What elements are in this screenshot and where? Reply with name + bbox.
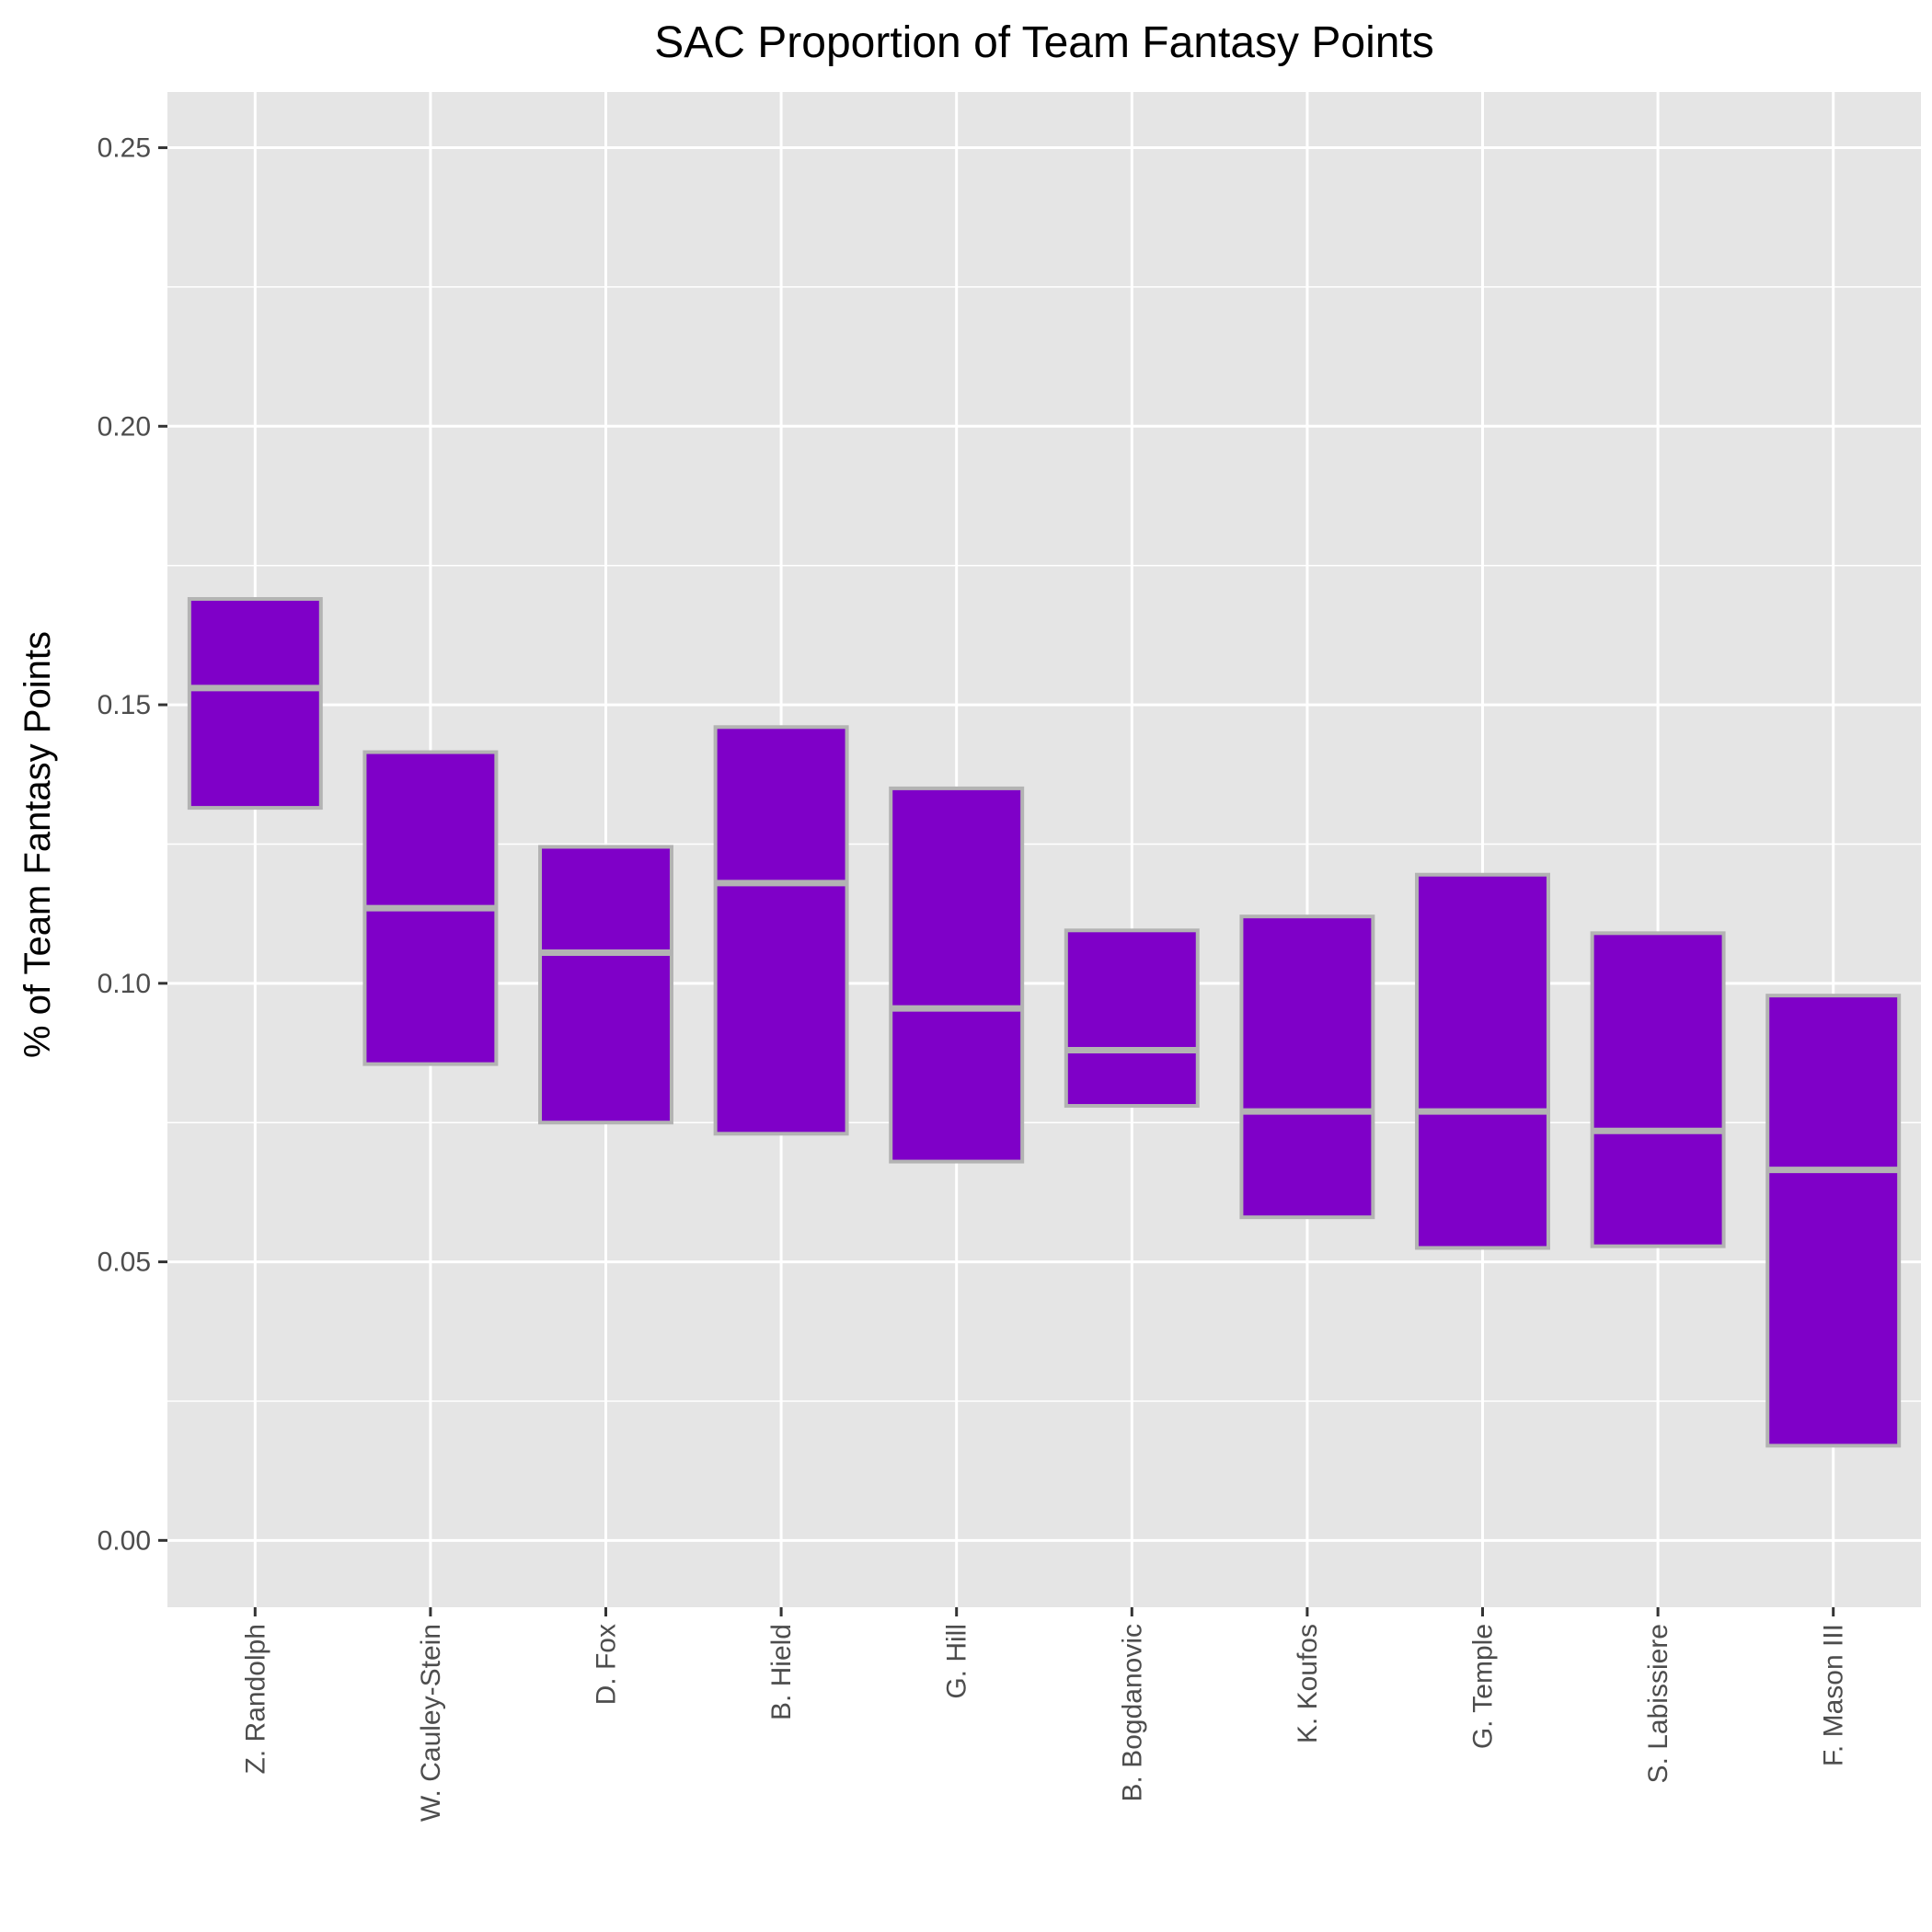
box-body (1415, 872, 1550, 1250)
y-tick-label: 0.00 (98, 1525, 151, 1556)
box-9 (1765, 994, 1902, 1448)
x-tick-label: F. Mason III (1819, 1624, 1849, 1766)
box-body (538, 845, 673, 1125)
box-8 (1590, 931, 1726, 1248)
box-1 (362, 750, 499, 1066)
x-tick-label: K. Koufos (1293, 1624, 1323, 1743)
box-2 (538, 845, 673, 1125)
box-6 (1239, 914, 1375, 1220)
x-tick-label: S. Labissiere (1643, 1624, 1673, 1783)
box-4 (889, 786, 1025, 1164)
y-tick-label: 0.20 (98, 411, 151, 442)
box-series (187, 597, 1902, 1448)
x-tick-label: W. Cauley-Stein (416, 1624, 446, 1822)
box-body (1765, 994, 1902, 1448)
x-axis: Z. Randolph W. Cauley-Stein D. Fox B. Hield… (240, 1607, 1849, 1822)
x-tick-label: D. Fox (592, 1624, 622, 1705)
y-tick-label: 0.25 (98, 133, 151, 164)
y-tick-label: 0.05 (98, 1248, 151, 1278)
y-axis-label: % of Team Fantasy Points (17, 631, 58, 1058)
x-tick-label: G. Temple (1468, 1624, 1499, 1749)
box-7 (1415, 872, 1550, 1250)
x-tick-label: Z. Randolph (240, 1624, 270, 1774)
box-3 (713, 725, 849, 1136)
y-tick-label: 0.10 (98, 969, 151, 999)
box-body (889, 786, 1025, 1164)
chart-title: SAC Proportion of Team Fantasy Points (654, 18, 1434, 67)
box-body (1064, 928, 1200, 1109)
box-5 (1064, 928, 1200, 1109)
x-tick-label: B. Bogdanovic (1117, 1624, 1147, 1801)
box-body (713, 725, 849, 1136)
box-body (1239, 914, 1375, 1220)
y-tick-label: 0.15 (98, 690, 151, 720)
box-0 (187, 597, 323, 811)
box-body (187, 597, 323, 811)
box-body (1590, 931, 1726, 1248)
x-tick-label: G. Hill (942, 1624, 972, 1699)
y-axis: 0.00 0.05 0.10 0.15 0.20 0.25 (98, 133, 167, 1556)
x-tick-label: B. Hield (766, 1624, 797, 1720)
